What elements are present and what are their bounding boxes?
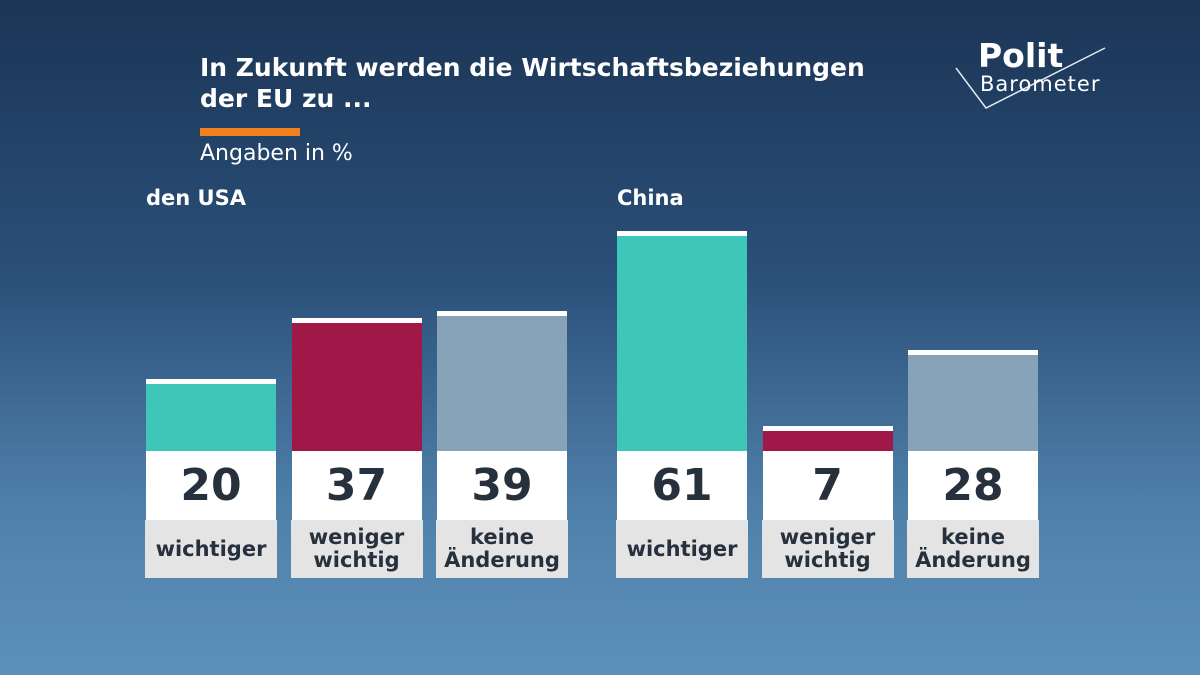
- value-label: 37: [291, 451, 422, 520]
- category-label: weniger wichtig: [290, 520, 423, 578]
- subtitle: Angaben in %: [200, 141, 353, 166]
- category-label: wichtiger: [145, 520, 277, 578]
- bar: [437, 310, 567, 451]
- value-label: 61: [617, 451, 747, 520]
- panel-title: den USA: [146, 186, 246, 210]
- logo-text: Polit: [978, 36, 1064, 75]
- accent-line: [200, 128, 300, 136]
- value-label: 7: [762, 451, 893, 520]
- value-label: 20: [146, 451, 276, 520]
- category-label: keine Änderung: [436, 520, 568, 578]
- bar: [291, 317, 422, 451]
- bar: [146, 379, 276, 451]
- value-label: 39: [437, 451, 567, 520]
- value-label: 28: [908, 451, 1038, 520]
- category-label: weniger wichtig: [761, 520, 894, 578]
- bar: [908, 350, 1038, 451]
- title: In Zukunft werden die Wirtschaftsbeziehu…: [200, 53, 865, 113]
- logo-text: Barometer: [980, 72, 1101, 96]
- category-label: keine Änderung: [907, 520, 1039, 578]
- bar: [762, 425, 893, 451]
- category-label: wichtiger: [616, 520, 748, 578]
- logo-check: [955, 47, 1106, 109]
- panel-title: China: [617, 186, 684, 210]
- bar: [617, 231, 747, 451]
